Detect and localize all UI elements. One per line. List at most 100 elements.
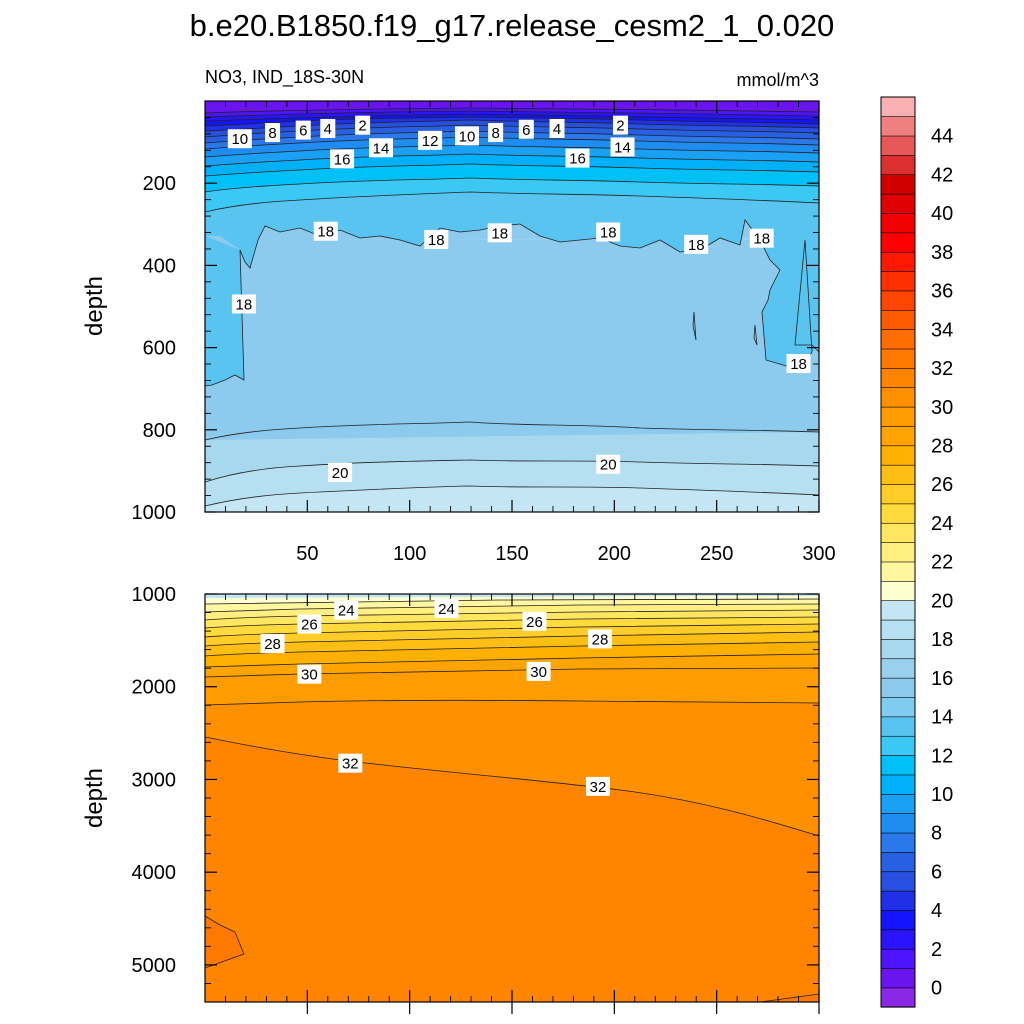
colorbar-label: 20: [931, 590, 953, 612]
contour-label-text: 4: [324, 121, 332, 138]
colorbar-swatch: [880, 212, 916, 234]
contour-label-box: [612, 115, 628, 135]
contour-label-box: [227, 129, 252, 149]
colorbar-swatch: [880, 425, 916, 447]
contour-label-box: [565, 148, 590, 168]
colorbar-swatch: [880, 600, 916, 621]
contour-label-box: [265, 123, 281, 143]
contour-label-box: [297, 614, 322, 634]
bottom-contour-labels: 24 24 26 26 28 28 30 30 32 32: [260, 598, 613, 796]
contour-label-text: 18: [688, 237, 705, 254]
colorbar-swatch: [880, 542, 916, 563]
contour-label: 6: [295, 120, 311, 140]
contour-label-text: 14: [614, 139, 631, 156]
colorbar-swatch: [880, 967, 916, 989]
contour-label: 18: [424, 229, 449, 249]
colorbar-label: 24: [931, 513, 953, 535]
colorbar-label: 16: [931, 668, 953, 690]
colorbar-label: 14: [931, 707, 953, 729]
contour-label-box: [749, 228, 774, 248]
contour-label: 28: [260, 634, 285, 654]
colorbar-swatch: [880, 774, 916, 795]
band-17b: [205, 240, 819, 440]
contour-label-box: [297, 664, 322, 684]
contour-label: 8: [265, 123, 281, 143]
contour-label: 6: [518, 119, 534, 139]
contour-label-box: [424, 229, 449, 249]
colorbar-swatch: [880, 251, 916, 272]
contour-label: 20: [596, 454, 621, 474]
contour-label-text: 16: [334, 151, 351, 168]
colorbar-label: 36: [931, 281, 953, 303]
contour-label-text: 20: [332, 465, 349, 482]
contour-label-text: 8: [268, 125, 276, 142]
chart-subtitle-left: NO3, IND_18S-30N: [205, 67, 364, 88]
top-axes: 50 100 150 200 250 300 200 400 600 800 1000: [132, 101, 836, 565]
contour-label: 26: [297, 614, 322, 634]
colorbar-swatch: [880, 929, 916, 950]
bottom-panel: 1000 2000 3000 4000 5000 24 24 26 26 28 28 30 30 32 3…: [132, 584, 820, 1014]
contour-label-box: [684, 234, 709, 254]
colorbar-swatch: [880, 290, 916, 311]
colorbar-swatch: [880, 851, 916, 873]
contour-label: 18: [684, 234, 709, 254]
contour-label-box: [334, 600, 359, 620]
contour-label: 2: [355, 115, 371, 135]
contour-label: 10: [454, 126, 479, 146]
contour-label-box: [338, 753, 363, 773]
colorbar-label: 44: [931, 126, 953, 148]
contour-label: 4: [320, 118, 336, 138]
colorbar-swatch: [880, 638, 916, 660]
contour-label: 26: [522, 611, 547, 631]
contour-label: 24: [334, 600, 359, 620]
contour-label: 24: [434, 598, 459, 618]
top-xtick-label: 200: [598, 543, 631, 565]
contour-label: 12: [418, 130, 443, 150]
top-ytick-label: 400: [143, 255, 176, 277]
colorbar-frame: [880, 96, 916, 1008]
colorbar-swatch: [880, 832, 916, 853]
contour-label-text: 20: [600, 457, 617, 474]
bot-ytick-label: 4000: [132, 862, 177, 884]
contour-label-text: 8: [491, 125, 499, 142]
colorbar-label: 42: [931, 164, 953, 186]
contour-label-text: 4: [553, 121, 561, 138]
contour-label: 18: [786, 354, 811, 374]
contour-label-box: [454, 126, 479, 146]
colorbar-swatch: [880, 735, 916, 756]
colorbar-label: 26: [931, 474, 953, 496]
colorbar-label: 10: [931, 784, 953, 806]
bot-ytick-label: 5000: [132, 955, 177, 977]
contour-label-text: 26: [301, 617, 318, 634]
contour-label: 18: [231, 294, 256, 314]
contour-label-text: 30: [530, 664, 547, 681]
colorbar-label: 34: [931, 319, 953, 341]
colorbar-swatch: [880, 987, 916, 1008]
colorbar-swatch: [880, 658, 916, 679]
colorbar-label: 8: [931, 823, 942, 845]
contour-label-text: 30: [301, 667, 318, 684]
colorbar-swatch: [880, 464, 916, 485]
colorbar-swatch: [880, 503, 916, 524]
colorbar-swatch: [880, 890, 916, 911]
contour-label: 2: [612, 115, 628, 135]
contour-label: 18: [487, 223, 512, 243]
contour-label-text: 28: [264, 636, 281, 653]
contour-label-text: 12: [422, 133, 439, 150]
top-ylabel: depth: [81, 276, 108, 336]
contour-label-text: 10: [459, 128, 476, 145]
colorbar-label: 30: [931, 397, 953, 419]
contour-label: 4: [549, 118, 565, 138]
contour-label-box: [295, 120, 311, 140]
colorbar-swatch: [880, 483, 916, 505]
colorbar-swatch: [880, 348, 916, 369]
colorbar-swatch: [880, 232, 916, 253]
colorbar-label: 0: [931, 978, 942, 1000]
contour-label: 18: [596, 222, 621, 242]
contour-label-box: [487, 223, 512, 243]
contour-label-text: 16: [569, 151, 586, 168]
colorbar-label: 32: [931, 358, 953, 380]
top-contour-lines: [205, 107, 819, 507]
contour-label-text: 18: [600, 225, 617, 242]
bot-ytick-label: 1000: [132, 584, 177, 606]
